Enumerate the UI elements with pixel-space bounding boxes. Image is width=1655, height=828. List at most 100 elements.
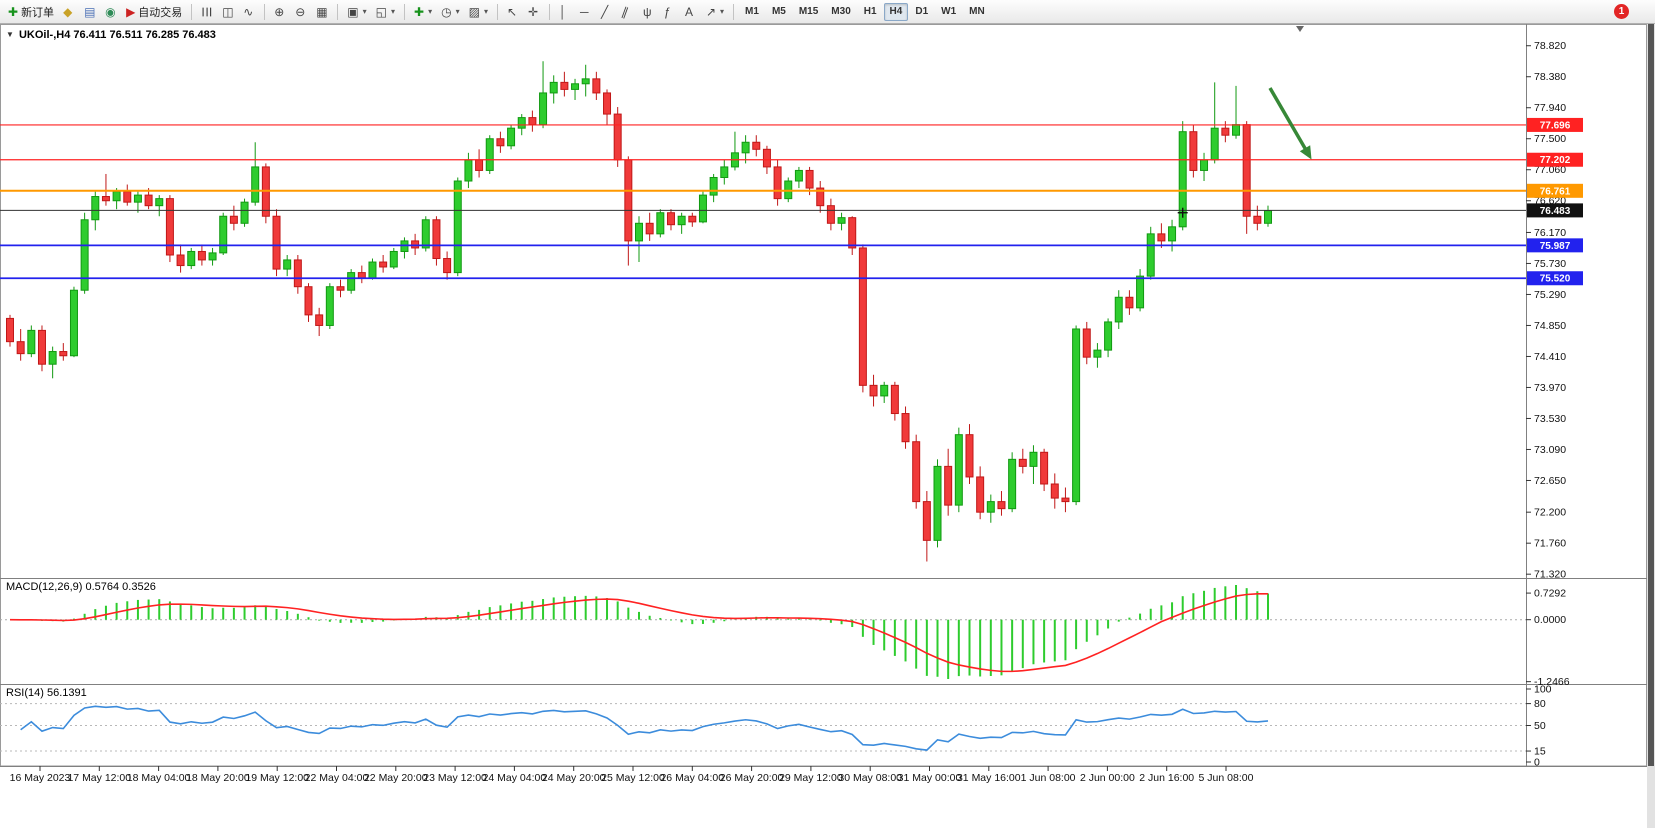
andrews-pitchfork-icon[interactable]: ψ	[639, 2, 659, 22]
chart-shift-marker[interactable]	[1296, 26, 1304, 32]
timeframe-m1-button[interactable]: M1	[739, 3, 765, 21]
svg-text:2 Jun 16:00: 2 Jun 16:00	[1139, 772, 1194, 784]
indicators-icon[interactable]: ✚ ▾	[410, 2, 436, 22]
vertical-line-icon: │	[558, 4, 567, 19]
andrews-pitchfork-icon: ψ	[642, 4, 652, 19]
svg-text:31 May 00:00: 31 May 00:00	[898, 772, 962, 784]
arrows-icon[interactable]: ↗ ▾	[702, 2, 728, 22]
timeframe-m5-button[interactable]: M5	[766, 3, 792, 21]
svg-text:17 May 12:00: 17 May 12:00	[67, 772, 131, 784]
toolbar-separator	[548, 3, 550, 20]
horizontal-line-icon: ─	[579, 4, 589, 19]
support-line-1-badge	[1527, 238, 1583, 253]
market-watch-icon[interactable]: ▤	[80, 2, 100, 22]
dropdown-arrow-icon: ▾	[720, 7, 725, 16]
tile-windows-icon[interactable]: ▦	[312, 2, 332, 22]
toolbar-separator	[496, 3, 498, 20]
new-chart-icon[interactable]: ▣ ▾	[343, 2, 370, 22]
indicators-icon: ✚	[414, 4, 425, 19]
svg-text:18 May 04:00: 18 May 04:00	[127, 772, 191, 784]
rsi-line	[20, 705, 1269, 751]
svg-text:77.202: 77.202	[1540, 155, 1571, 166]
svg-text:-1.2466: -1.2466	[1534, 676, 1570, 688]
zoom-in-icon: ⊕	[274, 4, 285, 19]
timeframe-d1-button[interactable]: D1	[909, 3, 934, 21]
timeframe-m15-button[interactable]: M15	[793, 3, 824, 21]
horizontal-line-icon[interactable]: ─	[576, 2, 596, 22]
timeframe-h1-button[interactable]: H1	[858, 3, 883, 21]
toolbar-right: 1	[1614, 4, 1651, 19]
svg-text:0.0000: 0.0000	[1534, 614, 1566, 626]
timeframe-m30-button[interactable]: M30	[825, 3, 856, 21]
timeframe-w1-button[interactable]: W1	[935, 3, 962, 21]
metaeditor-icon[interactable]: ◆	[59, 2, 79, 22]
svg-text:75.290: 75.290	[1534, 289, 1566, 301]
svg-text:73.530: 73.530	[1534, 413, 1566, 425]
svg-text:31 May 16:00: 31 May 16:00	[957, 772, 1021, 784]
timeframe-mn-button[interactable]: MN	[963, 3, 991, 21]
main-toolbar: ✚ 新订单 ◆ ▤ ◉ ▶ 自动交易 ☰ ◫ ∿ ⊕ ⊖ ▦ ▣ ▾ ◱ ▾ ✚ ▾ ◷ ▾ ▨ ▾ ↖ ✛ │ ─ ╱ ∥ ψ ƒ A ↗ ▾ M…	[0, 0, 1655, 24]
toolbar-separator	[264, 3, 266, 20]
svg-text:15: 15	[1534, 746, 1546, 758]
crosshair-icon[interactable]: ✛	[524, 2, 544, 22]
new-order-icon: ✚	[8, 4, 19, 19]
new-chart-icon: ▣	[347, 4, 359, 19]
svg-text:78.820: 78.820	[1534, 40, 1566, 52]
svg-text:76.761: 76.761	[1540, 186, 1571, 197]
cursor-icon: ↖	[506, 4, 518, 19]
periods-icon[interactable]: ◷ ▾	[437, 2, 464, 22]
zoom-out-icon[interactable]: ⊖	[291, 2, 311, 22]
toolbar-separator	[191, 3, 193, 20]
svg-text:2 Jun 00:00: 2 Jun 00:00	[1080, 772, 1135, 784]
sell-signal-arrow[interactable]	[1268, 87, 1308, 151]
macd-histogram	[19, 585, 1269, 679]
autotrading-label: 自动交易	[138, 6, 183, 19]
text-label-icon[interactable]: A	[681, 2, 701, 22]
new-order-button[interactable]: ✚ 新订单	[4, 2, 58, 22]
candlestick-chart-icon[interactable]: ◫	[218, 2, 238, 22]
profiles-icon: ◱	[375, 4, 387, 19]
crosshair-icon: ✛	[527, 4, 539, 19]
zoom-in-icon[interactable]: ⊕	[270, 2, 290, 22]
svg-text:77.696: 77.696	[1540, 120, 1571, 131]
bar-chart-icon[interactable]: ☰	[197, 2, 217, 22]
svg-text:19 May 12:00: 19 May 12:00	[245, 772, 309, 784]
svg-text:76.170: 76.170	[1534, 227, 1566, 239]
line-chart-icon[interactable]: ∿	[239, 2, 259, 22]
pivot-line-badge	[1527, 183, 1583, 198]
svg-text:1 Jun 08:00: 1 Jun 08:00	[1021, 772, 1076, 784]
svg-text:77.940: 77.940	[1534, 102, 1566, 114]
scrollbar-thumb[interactable]	[1648, 24, 1654, 766]
chart-canvas[interactable]	[0, 24, 1647, 828]
notifications-badge[interactable]: 1	[1614, 4, 1629, 19]
timeframe-h4-button[interactable]: H4	[883, 2, 909, 21]
fibonacci-icon[interactable]: ƒ	[660, 2, 680, 22]
svg-text:75.730: 75.730	[1534, 258, 1566, 270]
fibonacci-icon: ƒ	[663, 4, 671, 19]
svg-text:71.320: 71.320	[1534, 569, 1566, 581]
tile-windows-icon: ▦	[316, 4, 328, 19]
templates-icon[interactable]: ▨ ▾	[465, 2, 492, 22]
templates-icon: ▨	[468, 4, 480, 19]
trendline-icon[interactable]: ╱	[597, 2, 617, 22]
market-watch-icon: ▤	[84, 4, 96, 19]
line-chart-icon: ∿	[243, 4, 254, 19]
autotrading-button[interactable]: ▶ 自动交易	[122, 2, 186, 22]
bid-price-line-badge	[1527, 203, 1583, 218]
profiles-icon[interactable]: ◱ ▾	[372, 2, 399, 22]
channel-icon[interactable]: ∥	[618, 2, 638, 22]
svg-text:78.380: 78.380	[1534, 71, 1566, 83]
arrows-icon: ↗	[705, 4, 717, 19]
cursor-icon[interactable]: ↖	[503, 2, 523, 22]
svg-text:76.483: 76.483	[1540, 206, 1571, 217]
dropdown-arrow-icon: ▾	[391, 7, 396, 16]
svg-text:0.7292: 0.7292	[1534, 588, 1566, 600]
strategy-tester-icon[interactable]: ◉	[101, 2, 121, 22]
svg-text:16 May 2023: 16 May 2023	[10, 772, 71, 784]
dropdown-arrow-icon: ▾	[455, 7, 460, 16]
toolbar-separator	[404, 3, 406, 20]
vertical-line-icon[interactable]: │	[555, 2, 575, 22]
svg-text:80: 80	[1534, 698, 1546, 710]
zoom-out-icon: ⊖	[295, 4, 306, 19]
